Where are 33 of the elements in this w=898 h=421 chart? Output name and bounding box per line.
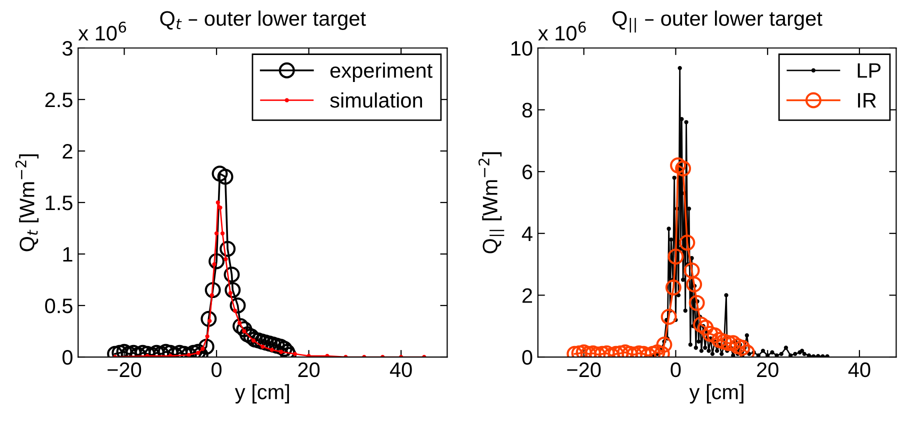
- y-tick-label: 0.5: [45, 298, 72, 314]
- chart-title: Q$_{||}$ – outer lower target: [612, 10, 822, 33]
- y-tick-label: 10: [511, 40, 532, 56]
- x-axis-title: y [cm]: [689, 384, 744, 404]
- x-tick-label: 40: [848, 362, 870, 378]
- text: x 10$^{6}$: [78, 22, 126, 41]
- y-axis-title: Q$_{t}$ [Wm$^{−2}$]: [15, 154, 39, 252]
- x-tick-label: 20: [298, 362, 320, 378]
- legend-label: LP: [858, 63, 881, 78]
- x-axis-title: y [cm]: [234, 384, 289, 404]
- y-tick-label: 2.5: [45, 92, 72, 108]
- y-tick-label: 1: [63, 247, 72, 262]
- y-tick-label: 0: [522, 350, 532, 365]
- chart-title: Q$_{t}$ – outer lower target: [160, 10, 366, 30]
- x-tick-label: 20: [757, 362, 778, 378]
- y-tick-label: 2: [522, 288, 532, 303]
- legend-label: IR: [858, 93, 876, 108]
- y-tick-label: 3: [62, 40, 72, 56]
- legend-label: simulation: [330, 92, 422, 108]
- x-tick-label: 40: [390, 362, 412, 378]
- y-tick-label: 0: [62, 350, 72, 365]
- text: x 10$^{6}$: [538, 22, 586, 41]
- x-tick-label: 0: [670, 362, 681, 378]
- y-tick-label: 6: [522, 164, 532, 180]
- y-tick-label: 8: [522, 102, 532, 118]
- y-tick-label: 1.5: [46, 196, 72, 210]
- x-tick-label: −20: [108, 362, 142, 378]
- y-tick-label: 4: [522, 226, 532, 241]
- legend-label: experiment: [330, 62, 432, 82]
- x-tick-label: −20: [567, 362, 601, 378]
- x-tick-label: 0: [212, 362, 222, 378]
- y-axis-title: Q$_{||}$ [Wm$^{−2}$]: [478, 152, 504, 254]
- y-tick-label: 2: [62, 144, 72, 159]
